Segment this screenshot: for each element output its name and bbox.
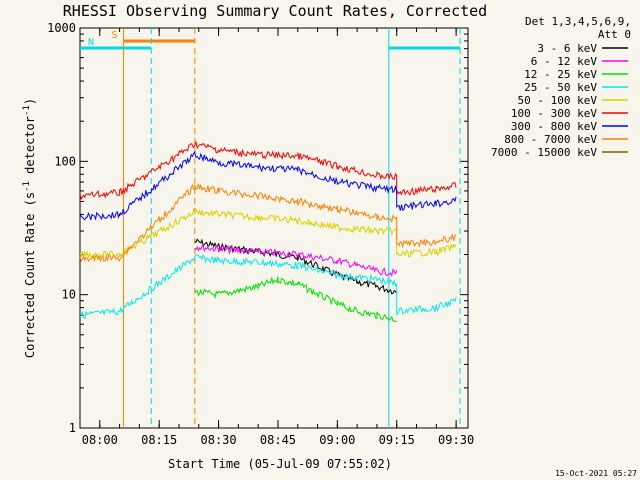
x-tick-label: 09:00 xyxy=(319,433,355,447)
series-line xyxy=(79,150,457,221)
legend-label: 50 - 100 keV xyxy=(518,94,598,107)
y-axis-label: Corrected Count Rate (s-1 detector-1) xyxy=(22,98,37,358)
legend-header-line-1: Det 1,3,4,5,6,9, xyxy=(525,15,631,28)
series-line xyxy=(79,140,457,201)
x-axis-label: Start Time (05-Jul-09 07:55:02) xyxy=(168,457,392,471)
plot-area: 1 10 100 1000 08:00 08:15 08:30 08:45 09:00 09:15… xyxy=(47,21,474,447)
mode-flag-label: N xyxy=(88,37,94,48)
legend-label: 800 - 7000 keV xyxy=(504,133,597,146)
x-tick-label: 08:15 xyxy=(141,433,177,447)
legend-header-line-2: Att 0 xyxy=(598,28,631,41)
legend-label: 3 - 6 keV xyxy=(537,42,597,55)
y-tick-label: 1000 xyxy=(47,21,76,35)
chart-title: RHESSI Observing Summary Count Rates, Co… xyxy=(63,2,487,20)
footer-date: 15-Oct-2021 05:27 xyxy=(555,469,637,478)
y-tick-label: 1 xyxy=(69,421,76,435)
series-line xyxy=(79,183,457,263)
plot-frame xyxy=(79,27,469,429)
legend-label: 25 - 50 keV xyxy=(524,81,597,94)
x-tick-label: 08:45 xyxy=(260,433,296,447)
legend-label: 6 - 12 keV xyxy=(531,55,598,68)
legend-label: 7000 - 15000 keV xyxy=(491,146,597,159)
series-line xyxy=(194,242,398,278)
x-tick-label: 09:30 xyxy=(438,433,474,447)
y-tick-label: 10 xyxy=(62,288,76,302)
x-tick-label: 09:15 xyxy=(379,433,415,447)
legend-label: 12 - 25 keV xyxy=(524,68,597,81)
series-line xyxy=(79,253,457,320)
x-tick-label: 08:00 xyxy=(82,433,118,447)
y-tick-label: 100 xyxy=(54,154,76,168)
series-line xyxy=(79,207,457,260)
series-line xyxy=(194,276,397,323)
legend-label: 300 - 800 keV xyxy=(511,120,597,133)
mode-flag-label: S xyxy=(112,30,118,41)
x-tick-label: 08:30 xyxy=(201,433,237,447)
legend-label: 100 - 300 keV xyxy=(511,107,597,120)
